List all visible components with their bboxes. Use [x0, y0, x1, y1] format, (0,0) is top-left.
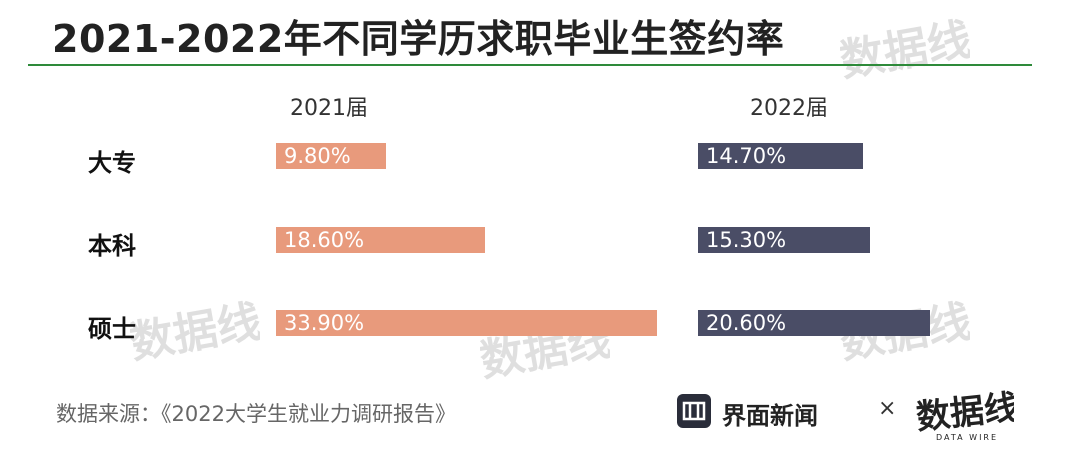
brand-name: 界面新闻	[722, 402, 818, 430]
series-header-2022: 2022届	[750, 96, 828, 121]
category-label-shuoshi: 硕士	[88, 315, 136, 343]
bar-2021-dazhuan: 9.80%	[276, 143, 386, 169]
bar-value-label: 18.60%	[284, 228, 365, 252]
watermark-logo: 数据线	[130, 300, 260, 369]
svg-text:数据线: 数据线	[130, 300, 260, 369]
brand-separator: ×	[878, 396, 897, 421]
bar-value-label: 20.60%	[706, 311, 787, 335]
bar-2022-shuoshi: 20.60%	[698, 310, 930, 336]
bar-2021-benke: 18.60%	[276, 227, 485, 253]
bar-value-label: 14.70%	[706, 144, 787, 168]
bar-value-label: 33.90%	[284, 311, 365, 335]
svg-text:数据线: 数据线	[914, 387, 1014, 437]
category-label-benke: 本科	[88, 232, 136, 260]
chart-title: 2021-2022年不同学历求职毕业生签约率	[52, 17, 785, 61]
jiemian-news-icon	[677, 394, 711, 428]
watermark-logo: 数据线	[840, 18, 970, 87]
bar-2022-benke: 15.30%	[698, 227, 870, 253]
title-divider	[28, 64, 1032, 66]
bar-2021-shuoshi: 33.90%	[276, 310, 657, 336]
bar-value-label: 15.30%	[706, 228, 787, 252]
bar-value-label: 9.80%	[284, 144, 351, 168]
svg-text:数据线: 数据线	[840, 18, 970, 87]
svg-text:DATA WIRE: DATA WIRE	[936, 433, 998, 442]
category-label-dazhuan: 大专	[88, 149, 136, 177]
data-wire-logo: 数据线 DATA WIRE	[914, 387, 1014, 442]
bar-2022-dazhuan: 14.70%	[698, 143, 863, 169]
source-note: 数据来源：《2022大学生就业力调研报告》	[56, 402, 456, 426]
series-header-2021: 2021届	[290, 96, 368, 121]
